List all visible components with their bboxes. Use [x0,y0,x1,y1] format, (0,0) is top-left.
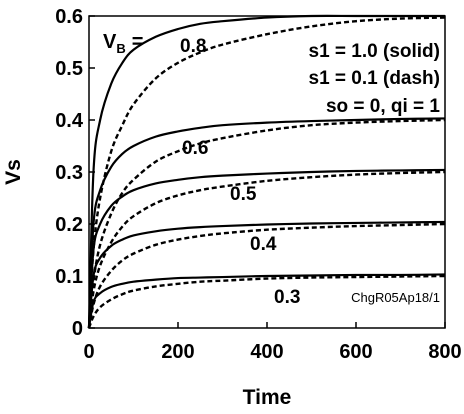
curve-label-0-8: 0.8 [180,36,206,57]
y-axis-ticks: 0 0.1 0.2 0.3 0.4 0.5 0.6 [55,6,95,340]
curve-vb-0-4-dash [87,222,446,329]
y-tick-label: 0.3 [55,162,83,184]
x-tick-label: 0 [83,341,94,363]
curve-vb-0-3-solid [87,273,446,329]
vb-label-sub: B [116,41,125,56]
chart-code-label: ChgR05Ap18/1 [351,290,440,305]
curve-vb-0-5-dash [87,170,446,329]
x-tick-label: 800 [428,341,461,363]
curve-label-0-6: 0.6 [182,138,208,159]
annotation-dash: s1 = 0.1 (dash) [309,68,440,89]
vb-label-main: V [103,31,117,53]
x-axis-title: Time [243,386,292,409]
curve-label-0-4: 0.4 [250,234,277,255]
x-tick-label: 400 [250,341,283,363]
y-axis-title: Vs [2,159,25,185]
curve-vb-0-6-solid [87,117,446,329]
x-tick-label: 600 [339,341,372,363]
x-axis-ticks: 0 200 400 600 800 [83,322,462,363]
y-tick-label: 0.4 [55,110,84,132]
curve-vb-0-5-solid [87,168,446,329]
annotation-params: so = 0, qi = 1 [326,96,440,117]
curve-label-0-5: 0.5 [230,184,257,205]
y-tick-label: 0.2 [55,214,83,236]
y-tick-label: 0.5 [55,58,83,80]
y-tick-label: 0.6 [55,6,83,28]
curve-vb-0-8-dash [87,16,446,329]
y-tick-label: 0 [72,318,83,340]
curve-vb-0-8-solid [87,14,445,329]
curve-vb-0-6-dash [87,118,446,329]
curve-vb-0-4-solid [87,220,446,329]
vb-label-equals: = [132,31,144,53]
curve-label-0-3: 0.3 [274,287,300,308]
curves [87,14,446,329]
annotation-solid: s1 = 1.0 (solid) [309,41,440,62]
y-tick-label: 0.1 [55,266,83,288]
vb-label: VB = [103,31,143,56]
x-tick-label: 200 [161,341,194,363]
curve-vb-0-3-dash [87,274,446,329]
